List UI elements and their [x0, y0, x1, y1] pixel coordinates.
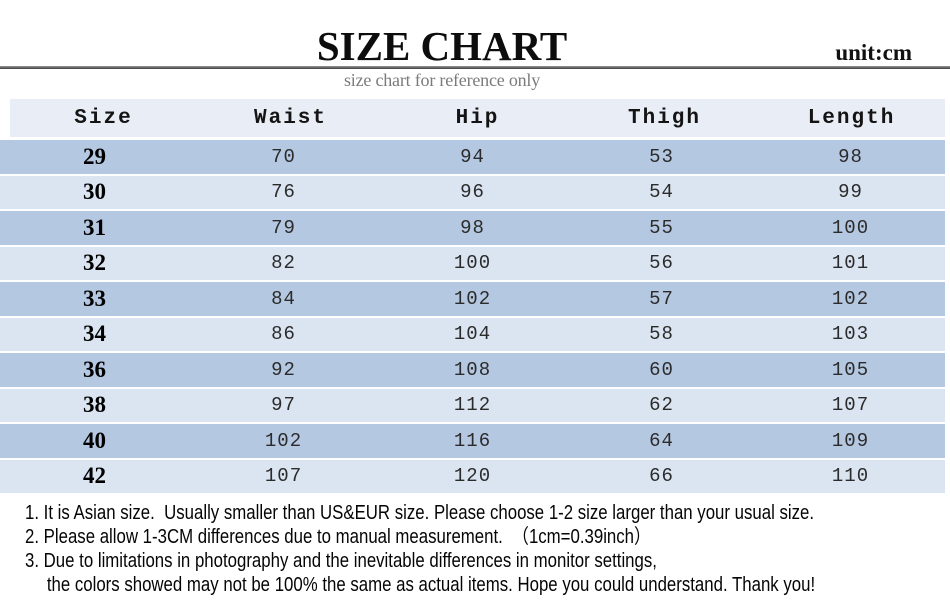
value-cell: 110	[831, 465, 870, 488]
table-row: 36 92 108 60 105	[0, 353, 945, 389]
value-cell: 98	[460, 216, 485, 239]
value-cell: 57	[649, 287, 674, 310]
value-cell: 53	[649, 145, 674, 168]
value-cell: 92	[271, 358, 296, 381]
value-cell: 102	[831, 287, 870, 310]
value-cell: 60	[649, 358, 674, 381]
value-cell: 107	[264, 465, 303, 488]
value-cell: 70	[271, 145, 296, 168]
table-row: 34 86 104 58 103	[0, 317, 945, 353]
size-cell: 29	[83, 143, 106, 169]
value-cell: 98	[838, 145, 863, 168]
value-cell: 96	[460, 181, 485, 204]
table-row: 42 107 120 66 110	[0, 459, 945, 495]
table-header-row: Size Waist Hip Thigh Length	[10, 99, 945, 140]
value-cell: 112	[453, 394, 492, 417]
size-cell: 31	[83, 214, 106, 240]
value-cell: 109	[831, 429, 870, 452]
value-cell: 99	[838, 181, 863, 204]
value-cell: 100	[831, 216, 870, 239]
value-cell: 82	[271, 252, 296, 275]
size-cell: 30	[83, 179, 106, 205]
size-cell: 38	[83, 392, 106, 418]
size-cell: 34	[83, 321, 106, 347]
note-line: 2. Please allow 1-3CM differences due to…	[25, 526, 651, 548]
value-cell: 84	[271, 287, 296, 310]
size-cell: 40	[83, 427, 106, 453]
table-row: 31 79 98 55 100	[0, 211, 945, 247]
size-table: Size Waist Hip Thigh Length 29 70 94 53 98 30 76 96…	[0, 99, 945, 495]
size-cell: 33	[83, 285, 106, 311]
value-cell: 120	[453, 465, 492, 488]
subtitle: size chart for reference only	[343, 70, 541, 90]
column-header: Thigh	[627, 106, 701, 130]
table-row: 30 76 96 54 99	[0, 175, 945, 211]
value-cell: 102	[453, 287, 492, 310]
column-header: Size	[74, 106, 133, 130]
note-line: the colors showed may not be 100% the sa…	[46, 574, 816, 596]
value-cell: 54	[649, 181, 674, 204]
value-cell: 103	[831, 323, 870, 346]
size-cell: 36	[83, 356, 106, 382]
value-cell: 100	[453, 252, 492, 275]
value-cell: 62	[649, 394, 674, 417]
column-header: Hip	[455, 106, 500, 130]
value-cell: 107	[831, 394, 870, 417]
value-cell: 116	[453, 429, 492, 452]
value-cell: 86	[271, 323, 296, 346]
value-cell: 108	[453, 358, 492, 381]
value-cell: 105	[831, 358, 870, 381]
value-cell: 94	[460, 145, 485, 168]
value-cell: 97	[271, 394, 296, 417]
notes-list: 1. It is Asian size. Usually smaller tha…	[25, 501, 945, 597]
size-cell: 32	[83, 250, 106, 276]
table-body: 29 70 94 53 98 30 76 96 54 99 31 79 98 55 100 32 82 100 56…	[0, 140, 945, 495]
size-cell: 42	[83, 463, 106, 489]
note-line: 1. It is Asian size. Usually smaller tha…	[25, 502, 815, 524]
title-divider-line	[0, 66, 950, 69]
table-row: 38 97 112 62 107	[0, 388, 945, 424]
value-cell: 102	[264, 429, 303, 452]
value-cell: 64	[649, 429, 674, 452]
table-row: 33 84 102 57 102	[0, 282, 945, 318]
table-row: 29 70 94 53 98	[0, 140, 945, 176]
column-header: Waist	[253, 106, 327, 130]
value-cell: 79	[271, 216, 296, 239]
note-line: 3. Due to limitations in photography and…	[25, 550, 657, 572]
column-header: Length	[807, 106, 896, 130]
table-row: 32 82 100 56 101	[0, 246, 945, 282]
value-cell: 56	[649, 252, 674, 275]
value-cell: 58	[649, 323, 674, 346]
value-cell: 66	[649, 465, 674, 488]
value-cell: 101	[831, 252, 870, 275]
table-row: 40 102 116 64 109	[0, 424, 945, 460]
value-cell: 55	[649, 216, 674, 239]
unit-label: unit:cm	[835, 40, 912, 65]
value-cell: 104	[453, 323, 492, 346]
value-cell: 76	[271, 181, 296, 204]
page-title: SIZE CHART	[316, 23, 568, 69]
